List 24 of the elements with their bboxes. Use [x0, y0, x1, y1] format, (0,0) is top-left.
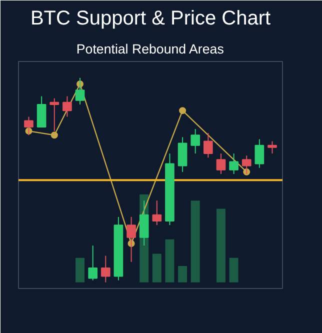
bar: [216, 208, 226, 282]
candlestick: [216, 153, 226, 174]
candlestick: [100, 255, 110, 283]
bar: [76, 258, 84, 282]
bar: [229, 258, 238, 282]
bar: [165, 239, 174, 282]
bar: [190, 200, 200, 282]
candlestick: [268, 140, 277, 154]
chart-title: BTC Support & Price Chart: [30, 8, 271, 30]
candlestick: [36, 96, 46, 128]
candlestick: [88, 245, 98, 281]
candlestick: [190, 128, 200, 154]
candlestick: [152, 200, 162, 226]
candlestick: [204, 132, 213, 158]
candlestick: [50, 98, 60, 132]
candlestick: [178, 136, 188, 172]
bar: [152, 254, 162, 282]
point: [179, 107, 186, 114]
candlestick: [62, 96, 72, 118]
bar: [178, 266, 188, 282]
chart-subtitle: Potential Rebound Areas: [76, 42, 224, 56]
candlestick: [229, 153, 238, 174]
point: [50, 132, 58, 139]
candlestick: [254, 138, 264, 168]
